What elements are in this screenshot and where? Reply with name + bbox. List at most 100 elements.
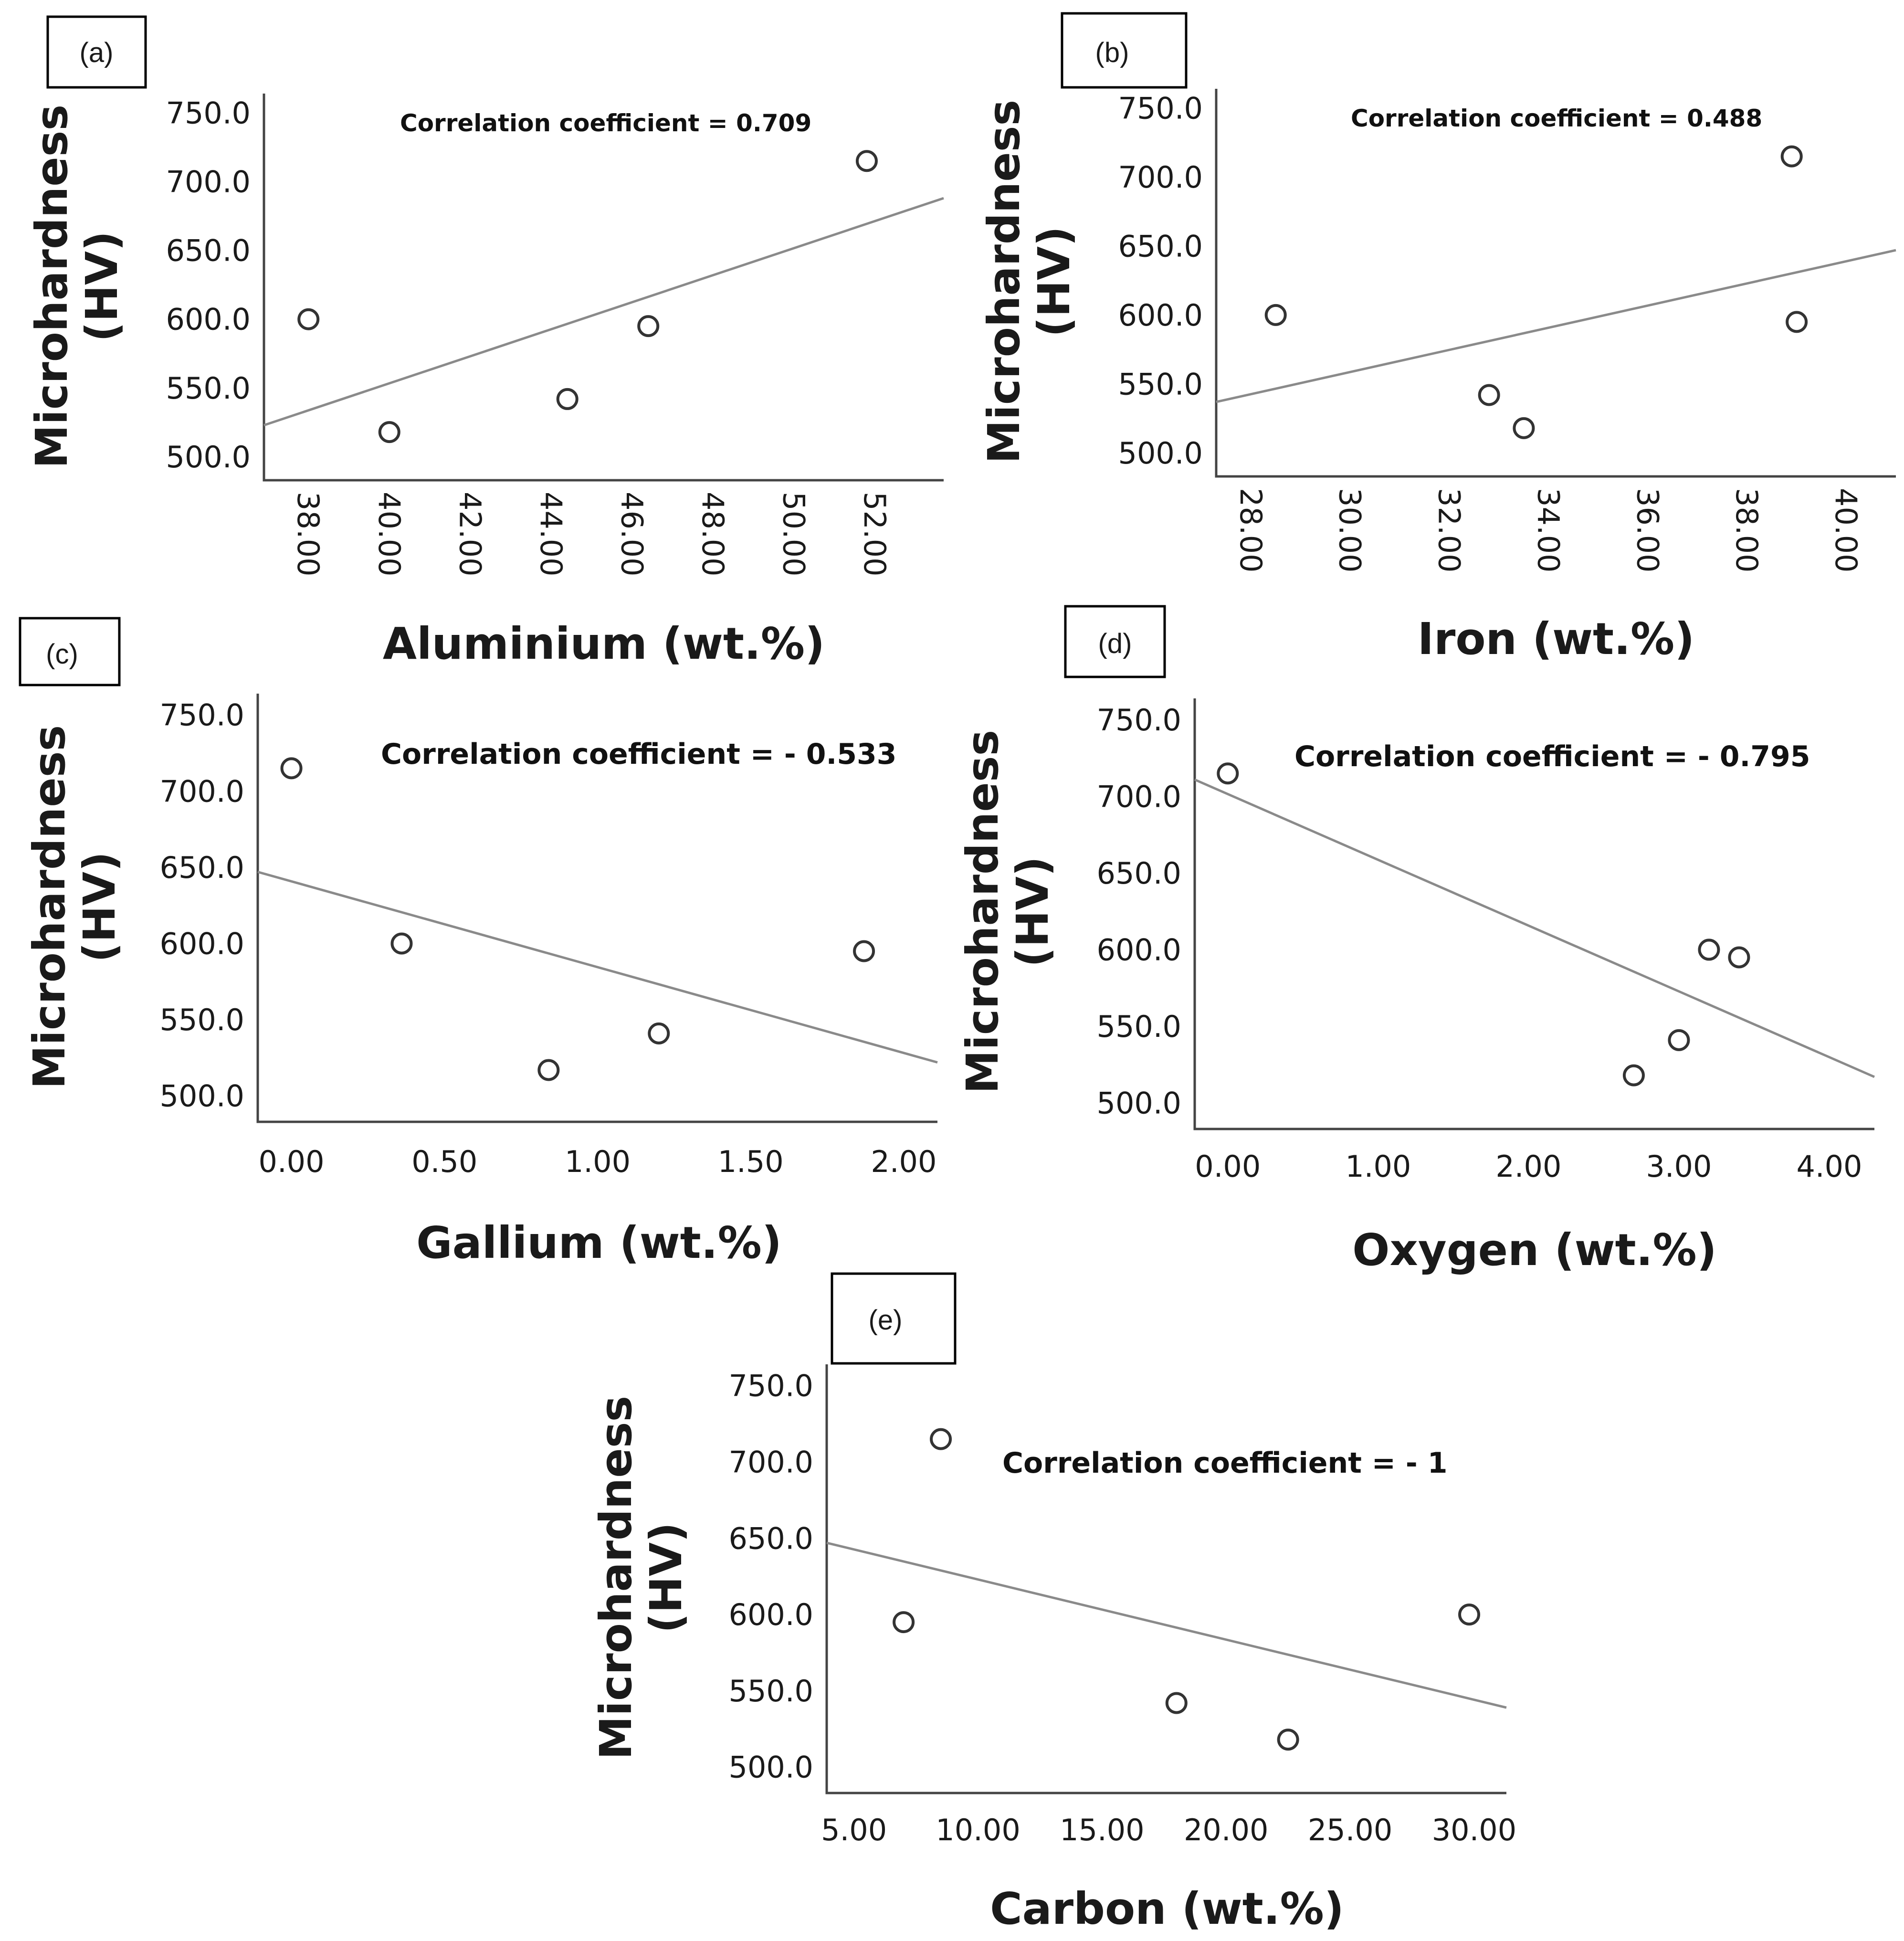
fit-lines	[826, 1541, 1507, 1709]
y-tick-label: 550.0	[160, 1002, 245, 1037]
data-point	[853, 940, 875, 962]
x-tick-label: 2.00	[871, 1144, 936, 1179]
fit-lines	[257, 871, 938, 1064]
y-tick-label: 650.0	[166, 233, 251, 268]
axes	[256, 694, 937, 1123]
data-point	[1780, 145, 1803, 168]
data-point	[1728, 946, 1750, 969]
y-tick-label: 600.0	[166, 302, 251, 337]
y-tick-labels: 500.0 550.0 600.0 650.0 700.0 750.0	[1097, 703, 1182, 1120]
y-axis-title-line2: (HV)	[641, 1522, 692, 1633]
x-axis-title: Aluminium (wt.%)	[383, 618, 825, 669]
x-tick-label: 38.00	[1729, 488, 1764, 573]
y-tick-labels: 500.0 550.0 600.0 650.0 700.0 750.0	[729, 1369, 814, 1785]
y-axis-title-line1: Microhardness	[26, 105, 77, 468]
data-point	[1622, 1064, 1645, 1087]
y-tick-label: 750.0	[166, 95, 251, 130]
axes	[1193, 698, 1874, 1130]
panel-label-box	[46, 15, 147, 89]
y-axis-title-line1: Microhardness	[957, 730, 1008, 1094]
x-tick-labels: 0.00 1.00 2.00 3.00 4.00	[1195, 1149, 1862, 1184]
panel-label: (b)	[1095, 37, 1129, 68]
correlation-annotation: Correlation coefficient = - 0.795	[1294, 740, 1810, 773]
x-tick-label: 28.00	[1233, 488, 1268, 573]
fit-lines	[263, 197, 944, 427]
y-tick-label: 500.0	[1097, 1086, 1182, 1120]
x-tick-label: 3.00	[1646, 1149, 1712, 1184]
data-point	[1458, 1603, 1481, 1626]
axes	[1215, 89, 1896, 478]
x-tick-label: 0.50	[411, 1144, 477, 1179]
y-tick-label: 550.0	[1097, 1009, 1182, 1044]
y-tick-label: 650.0	[1118, 229, 1203, 264]
data-point	[1277, 1729, 1299, 1751]
y-tick-label: 600.0	[1118, 298, 1203, 333]
correlation-annotation: Correlation coefficient = - 1	[1002, 1446, 1447, 1480]
x-tick-label: 5.00	[821, 1813, 887, 1847]
data-points	[1217, 762, 1750, 1087]
y-axis-title-line1: Microhardness	[590, 1396, 642, 1760]
data-point	[297, 308, 320, 330]
y-axis-title-line1: Microhardness	[978, 100, 1030, 464]
x-tick-labels: 0.00 0.50 1.00 1.50 2.00	[259, 1144, 937, 1179]
data-point	[378, 421, 400, 443]
y-tick-label: 500.0	[1118, 436, 1203, 471]
y-tick-label: 700.0	[1118, 160, 1203, 195]
data-point	[1513, 417, 1535, 439]
data-points	[893, 1428, 1481, 1751]
y-tick-label: 500.0	[166, 440, 251, 475]
x-tick-label: 38.00	[291, 492, 326, 577]
data-point	[648, 1022, 670, 1044]
correlation-annotation: Correlation coefficient = 0.488	[1351, 105, 1762, 132]
y-axis-title-line2: (HV)	[74, 852, 125, 962]
x-tick-label: 1.50	[718, 1144, 784, 1179]
panel-label: (d)	[1098, 628, 1132, 659]
data-point	[1217, 762, 1239, 785]
y-tick-label: 700.0	[166, 164, 251, 199]
panel-a: (a) Microhardness (HV) Aluminium (wt.%) …	[26, 15, 944, 669]
y-tick-label: 550.0	[1118, 367, 1203, 401]
y-tick-label: 500.0	[160, 1079, 245, 1114]
data-point	[537, 1059, 560, 1081]
y-tick-label: 750.0	[1097, 703, 1182, 738]
y-tick-label: 700.0	[160, 774, 245, 809]
x-tick-label: 50.00	[776, 492, 811, 577]
axes	[263, 94, 944, 482]
x-tick-label: 1.00	[565, 1144, 631, 1179]
panel-label-box	[831, 1272, 957, 1365]
x-tick-label: 10.00	[936, 1813, 1020, 1847]
x-tick-label: 32.00	[1432, 488, 1467, 573]
y-tick-label: 650.0	[160, 850, 245, 885]
x-tick-label: 25.00	[1308, 1813, 1393, 1847]
x-tick-label: 44.00	[534, 492, 568, 577]
data-point	[1478, 384, 1500, 406]
fit-line	[826, 1541, 1507, 1709]
x-tick-label: 36.00	[1630, 488, 1665, 573]
fit-lines	[1194, 778, 1875, 1078]
y-tick-label: 750.0	[729, 1369, 814, 1403]
y-tick-label: 600.0	[160, 927, 245, 961]
data-point	[556, 388, 579, 410]
data-point	[390, 932, 413, 955]
panel-d: (d) Microhardness (HV) Oxygen (wt.%) Cor…	[957, 605, 1875, 1276]
panel-label-box	[19, 617, 121, 686]
y-axis-title-line1: Microhardness	[24, 725, 75, 1089]
x-axis-title: Oxygen (wt.%)	[1352, 1224, 1717, 1276]
x-tick-label: 48.00	[695, 492, 730, 577]
data-point	[1264, 304, 1287, 326]
x-tick-label: 34.00	[1531, 488, 1566, 573]
fit-line	[263, 197, 944, 427]
y-axis-title-line2: (HV)	[1007, 856, 1058, 967]
x-axis-title: Carbon (wt.%)	[990, 1883, 1344, 1934]
data-points	[280, 757, 875, 1081]
correlation-annotation: Correlation coefficient = 0.709	[400, 109, 811, 137]
fit-line	[257, 871, 938, 1064]
y-tick-label: 650.0	[1097, 856, 1182, 891]
panel-c: (c) Microhardness (HV) Gallium (wt.%) Co…	[19, 617, 938, 1268]
x-tick-labels: 5.00 10.00 15.00 20.00 25.00 30.00	[821, 1813, 1516, 1847]
x-axis-title: Iron (wt.%)	[1418, 613, 1695, 665]
data-point	[1165, 1692, 1188, 1714]
x-tick-label: 30.00	[1432, 1813, 1517, 1847]
x-tick-label: 20.00	[1184, 1813, 1269, 1847]
data-point	[893, 1611, 915, 1634]
